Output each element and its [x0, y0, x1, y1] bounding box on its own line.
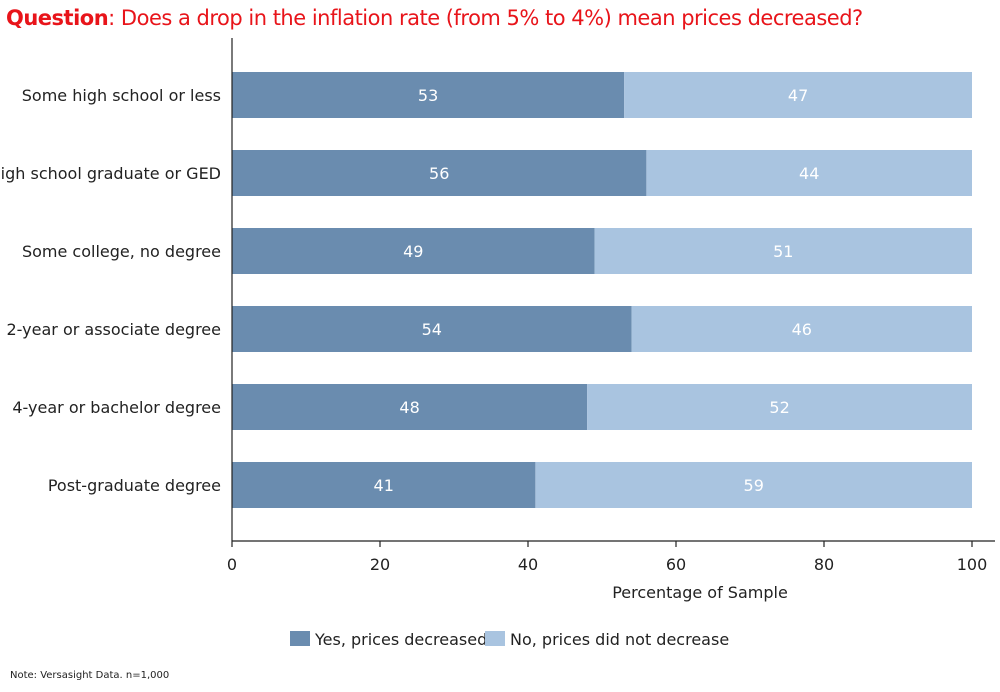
legend: Yes, prices decreased No, prices did not … — [290, 630, 729, 649]
legend-swatch-no — [485, 631, 505, 646]
x-tick-label-60: 60 — [666, 555, 686, 574]
category-label-6: Post-graduate degree — [48, 476, 221, 495]
legend-swatch-yes — [290, 631, 310, 646]
bar-no-2 — [646, 150, 972, 196]
category-label-2: High school graduate or GED — [0, 164, 221, 183]
axes: 0 20 40 60 80 100 Percentage of Sample — [227, 38, 995, 602]
bar-yes-5 — [232, 384, 588, 430]
bar-yes-4 — [232, 306, 632, 352]
data-label-yes-3: 49 — [403, 242, 423, 261]
data-label-yes-2: 56 — [429, 164, 449, 183]
legend-label-yes: Yes, prices decreased — [314, 630, 487, 649]
data-label-no-4: 46 — [792, 320, 812, 339]
bar-yes-6 — [232, 462, 536, 508]
chart-title: Question: Does a drop in the inflation r… — [6, 6, 863, 30]
category-label-3: Some college, no degree — [22, 242, 221, 261]
data-label-no-1: 47 — [788, 86, 808, 105]
x-tick-label-100: 100 — [957, 555, 988, 574]
legend-label-no: No, prices did not decrease — [510, 630, 729, 649]
bar-no-3 — [594, 228, 972, 274]
category-labels: Some high school or less High school grad… — [0, 86, 221, 495]
x-tick-label-20: 20 — [370, 555, 390, 574]
bar-no-4 — [631, 306, 972, 352]
bars-layer: 53 47 56 44 49 51 54 46 48 52 41 59 — [232, 72, 972, 508]
x-tick-label-40: 40 — [518, 555, 538, 574]
chart-title-text: : Does a drop in the inflation rate (fro… — [108, 6, 863, 30]
data-label-yes-4: 54 — [422, 320, 442, 339]
x-axis-title: Percentage of Sample — [612, 583, 788, 602]
chart-title-bold: Question — [6, 6, 109, 30]
bar-yes-3 — [232, 228, 595, 274]
bar-no-5 — [587, 384, 972, 430]
category-label-1: Some high school or less — [22, 86, 221, 105]
category-label-5: 4-year or bachelor degree — [12, 398, 221, 417]
category-label-4: 2-year or associate degree — [7, 320, 222, 339]
x-tick-label-0: 0 — [227, 555, 237, 574]
bar-no-1 — [624, 72, 972, 118]
bar-no-6 — [535, 462, 972, 508]
data-label-no-2: 44 — [799, 164, 819, 183]
data-label-no-3: 51 — [773, 242, 793, 261]
bar-yes-2 — [232, 150, 647, 196]
data-label-yes-1: 53 — [418, 86, 438, 105]
data-label-no-6: 59 — [744, 476, 764, 495]
data-label-yes-5: 48 — [399, 398, 419, 417]
data-label-no-5: 52 — [769, 398, 789, 417]
x-tick-label-80: 80 — [814, 555, 834, 574]
data-label-yes-6: 41 — [374, 476, 394, 495]
footnote: Note: Versasight Data. n=1,000 — [10, 670, 170, 681]
bar-yes-1 — [232, 72, 625, 118]
